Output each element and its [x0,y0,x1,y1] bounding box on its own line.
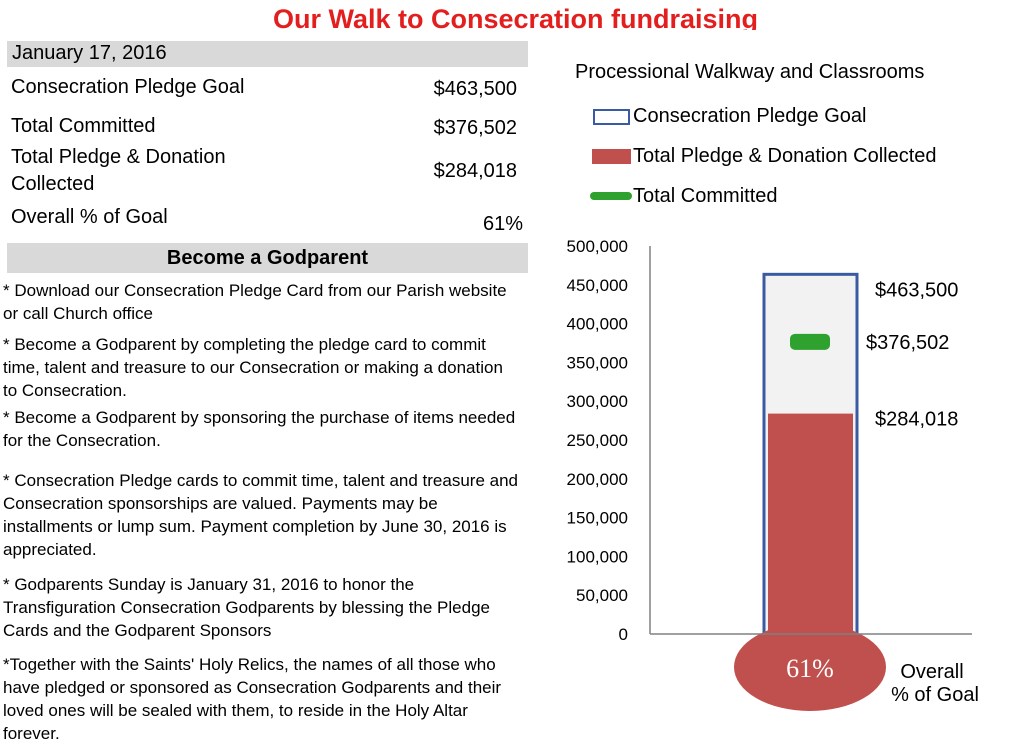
percent-of-goal: 61% [786,654,834,683]
legend-swatch-collected [592,149,631,164]
legend-label: Total Committed [633,185,778,207]
note-item: * Consecration Pledge cards to commit ti… [3,471,518,559]
y-tick-label: 250,000 [567,431,628,450]
note-item: *Together with the Saints' Holy Relics, … [3,655,502,743]
note-item: * Become a Godparent by completing the p… [3,335,503,400]
y-tick-label: 100,000 [567,547,628,566]
percent-caption-line1: Overall [900,661,963,683]
y-tick-label: 200,000 [567,470,628,489]
stat-row-committed: Total Committed $376,502 [7,113,528,140]
chart-title: Processional Walkway and Classrooms [575,61,925,83]
y-tick-label: 350,000 [567,353,628,372]
y-tick-label: 400,000 [567,315,628,334]
legend-label: Consecration Pledge Goal [633,105,867,127]
y-tick-label: 500,000 [567,237,628,256]
godparent-heading: Become a Godparent [7,243,528,273]
note-item: * Godparents Sunday is January 31, 2016 … [3,575,490,640]
stat-value: $284,018 [433,160,517,182]
stat-label: Consecration Pledge Goal [11,76,245,98]
legend-label: Total Pledge & Donation Collected [633,145,937,167]
stat-value: $376,502 [433,117,517,139]
stat-label: Total Pledge & Donation Collected [11,146,226,195]
y-tick-label: 450,000 [567,276,628,295]
note-item: * Become a Godparent by sponsoring the p… [3,408,516,450]
stat-row-collected: Total Pledge & Donation Collected $284,0… [7,144,528,198]
stat-value: 61% [482,213,523,235]
stat-row-goal: Consecration Pledge Goal $463,500 [7,74,528,101]
marker-committed [790,333,830,350]
stat-row-percent: Overall % of Goal 61% [7,204,528,235]
summary-panel: January 17, 2016 Consecration Pledge Goa… [7,41,528,273]
legend-swatch-goal [593,109,630,125]
label-goal: $463,500 [875,279,958,301]
bar-collected [768,413,853,646]
label-collected: $284,018 [875,409,958,431]
y-tick-label: 150,000 [567,509,628,528]
percent-caption-line2: % of Goal [891,684,979,706]
note-item: * Download our Consecration Pledge Card … [3,281,507,323]
legend-swatch-committed [590,192,632,200]
y-tick-label: 50,000 [576,586,628,605]
report-date: January 17, 2016 [7,41,528,67]
stat-label: Total Committed [11,115,156,137]
y-tick-label: 300,000 [567,392,628,411]
stat-value: $463,500 [433,78,517,100]
y-tick-label: 0 [619,625,628,644]
page-title: Our Walk to Consecration fundraising [272,4,759,30]
label-committed: $376,502 [866,332,949,354]
stat-label: Overall % of Goal [11,206,168,228]
